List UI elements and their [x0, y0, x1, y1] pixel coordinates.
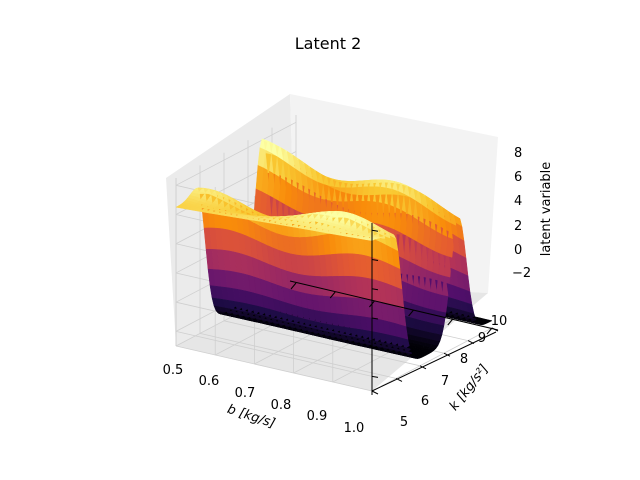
- z-tick-2: [371, 317, 379, 320]
- grid-floor-k-4: [199, 333, 397, 379]
- grid-floor-k-5: [175, 345, 373, 392]
- y-axis-label: k [kg/s²]: [447, 362, 492, 414]
- y-tick-label-0: 5: [400, 415, 408, 430]
- z-tick-label-2: 2: [514, 219, 522, 234]
- z-tick-1: [371, 346, 379, 349]
- x-tick-1: [329, 291, 336, 299]
- y-tick-label-3: 8: [460, 352, 468, 367]
- z-tick-label-1: 0: [514, 243, 522, 258]
- y-axis-line: [371, 331, 497, 392]
- y-tick-4: [395, 377, 403, 382]
- chart-title: Latent 2: [295, 34, 362, 53]
- axis-lines: [289, 223, 499, 395]
- z-tick-label-3: 4: [514, 194, 522, 209]
- y-tick-label-4: 9: [478, 331, 486, 346]
- x-tick-label-5: 1.0: [344, 421, 365, 436]
- x-tick-label-4: 0.9: [307, 409, 328, 424]
- z-tick-5: [371, 229, 379, 232]
- surface-face-2039: [483, 319, 493, 322]
- x-tick-4: [447, 318, 454, 326]
- x-axis-line: [289, 280, 499, 331]
- surface-mesh: [175, 138, 493, 359]
- z-tick-0: [371, 375, 379, 378]
- z-tick-label-5: 8: [514, 146, 522, 161]
- z-tick-4: [371, 259, 379, 262]
- x-tick-labels: 0.5 0.6 0.7 0.8 0.9 1.0: [163, 363, 365, 436]
- y-tick-1: [467, 340, 475, 345]
- x-tick-3: [408, 309, 414, 317]
- y-tick-0: [491, 327, 499, 332]
- z-tick-label-0: −2: [512, 266, 531, 281]
- x-tick-5: [486, 327, 493, 335]
- y-tick-label-1: 6: [421, 394, 429, 409]
- x-tick-0: [290, 282, 297, 290]
- z-tick-labels: −2 0 2 4 6 8: [512, 146, 531, 281]
- y-tick-5: [371, 390, 379, 395]
- y-tick-label-5: 10: [491, 314, 508, 329]
- z-tick-3: [371, 288, 379, 291]
- x-tick-2: [369, 300, 375, 308]
- z-axis-label: latent variable: [539, 162, 554, 257]
- grid-floor-b-5: [371, 327, 493, 392]
- y-tick-labels: 5 6 7 8 9 10: [400, 314, 507, 430]
- x-tick-label-2: 0.7: [235, 386, 256, 401]
- x-tick-label-3: 0.8: [271, 398, 292, 413]
- y-tick-3: [419, 365, 427, 370]
- grid-side-z-5: [175, 121, 297, 186]
- y-tick-2: [443, 352, 451, 357]
- z-tick-label-4: 6: [514, 170, 522, 185]
- x-tick-label-0: 0.5: [163, 363, 184, 378]
- x-axis-label: b [kg/s]: [225, 402, 277, 432]
- x-tick-label-1: 0.6: [199, 374, 220, 389]
- grid-floor-k-3: [223, 320, 421, 367]
- y-tick-label-2: 7: [441, 374, 449, 389]
- grid-back-z-0: [175, 331, 373, 377]
